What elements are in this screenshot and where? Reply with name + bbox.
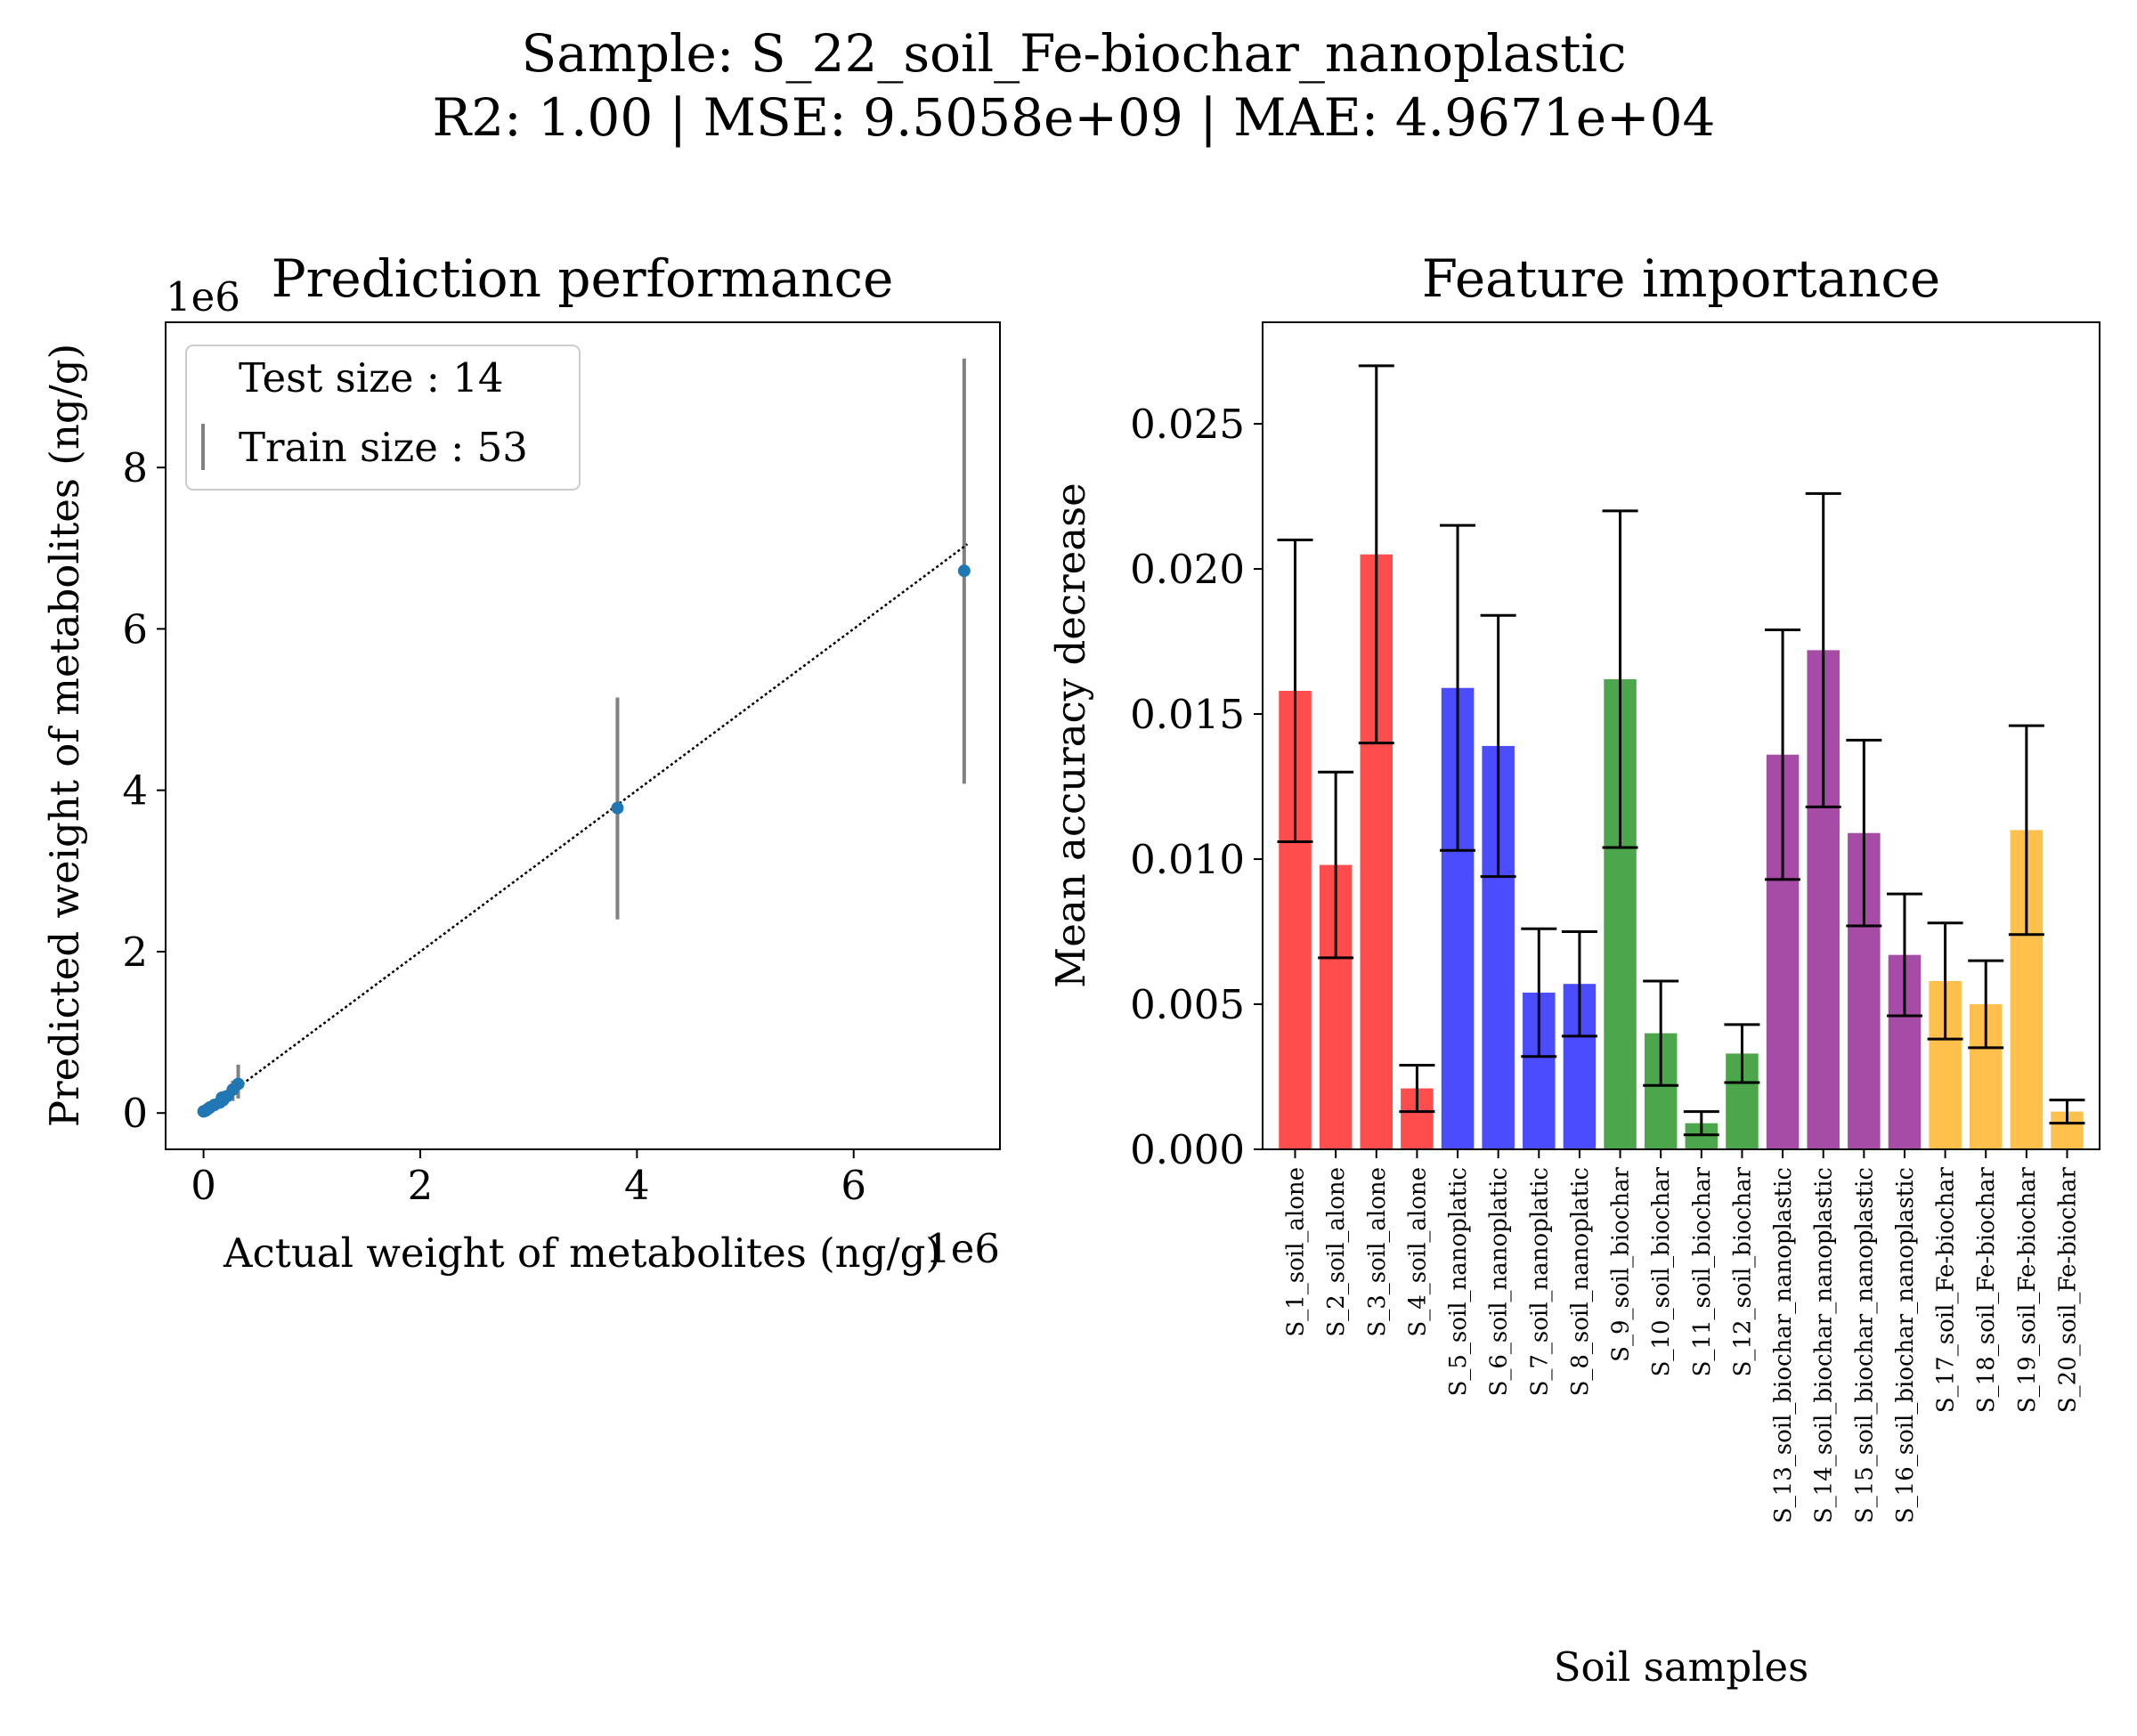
legend-box [185, 345, 581, 491]
right-axis-ticks: 0.000 0.005 0.010 0.015 0.020 0.025 S_1_soil_a… [1130, 401, 2081, 1523]
left-x-tick-label: 6 [841, 1162, 866, 1209]
right-x-category-label: S_8_soil_nanoplatic [1567, 1167, 1594, 1396]
left-axis-ticks: 0 2 4 6 0 2 4 6 8 [122, 444, 866, 1209]
right-y-tick-label: 0.005 [1130, 981, 1245, 1028]
left-y-tick-label: 8 [122, 444, 148, 491]
prediction-point [611, 801, 624, 815]
right-x-category-label: S_4_soil_alone [1404, 1167, 1431, 1337]
feature-errorbar [1927, 921, 1963, 1041]
legend-entry-test-size: Test size : 14 [239, 354, 504, 402]
feature-errorbar [2049, 1099, 2085, 1125]
left-y-tick-label: 0 [122, 1090, 148, 1137]
right-x-category-label: S_13_soil_biochar_nanoplastic [1770, 1167, 1797, 1523]
left-x-tick-label: 4 [624, 1162, 650, 1209]
figure-title-line2: R2: 1.00 | MSE: 9.5058e+09 | MAE: 4.9671… [433, 87, 1716, 148]
right-x-category-label: S_1_soil_alone [1283, 1167, 1310, 1337]
left-panel-title: Prediction performance [272, 248, 894, 309]
prediction-performance-panel: Prediction performance 1e6 1e6 Actual we… [41, 248, 1001, 1277]
feature-errorbar [1358, 364, 1394, 745]
left-y-offset-label: 1e6 [166, 273, 240, 320]
right-x-category-label: S_5_soil_nanoplatic [1445, 1167, 1472, 1396]
left-x-tick-label: 0 [191, 1162, 216, 1209]
left-axes-frame [165, 321, 1001, 1150]
left-y-axis-label: Predicted weight of metabolites (ng/g) [41, 344, 88, 1127]
identity-line [202, 543, 969, 1115]
legend-entry-train-size: Train size : 53 [239, 424, 528, 471]
left-plot-area [197, 358, 971, 1118]
right-y-tick-label: 0.015 [1130, 691, 1245, 738]
feature-errorbar [1724, 1023, 1760, 1084]
right-x-axis-label: Soil samples [1554, 1643, 1809, 1691]
right-x-category-label: S_6_soil_nanoplatic [1486, 1167, 1513, 1396]
right-x-category-label: S_12_soil_biochar [1729, 1166, 1756, 1376]
right-x-category-label: S_18_soil_Fe-biochar [1973, 1166, 2000, 1413]
right-x-category-label: S_15_soil_biochar_nanoplastic [1851, 1167, 1878, 1523]
right-y-tick-label: 0.020 [1130, 546, 1245, 593]
right-x-category-label: S_16_soil_biochar_nanoplastic [1892, 1167, 1919, 1523]
left-y-tick-label: 4 [122, 767, 148, 815]
feature-errorbar [1968, 959, 2004, 1050]
feature-errorbar [1480, 613, 1516, 879]
right-y-tick-label: 0.025 [1130, 401, 1245, 448]
right-y-tick-label: 0.000 [1130, 1126, 1245, 1173]
right-y-axis-label: Mean accuracy decrease [1047, 483, 1094, 988]
feature-errorbar [1561, 930, 1597, 1038]
right-x-category-label: S_11_soil_biochar [1689, 1166, 1716, 1376]
right-x-category-label: S_17_soil_Fe-biochar [1933, 1166, 1960, 1413]
right-y-tick-label: 0.010 [1130, 836, 1245, 883]
right-x-category-label: S_2_soil_alone [1323, 1167, 1350, 1337]
left-x-tick-label: 2 [408, 1162, 434, 1209]
feature-errorbar [1765, 629, 1801, 881]
right-x-category-label: S_19_soil_Fe-biochar [2014, 1166, 2041, 1413]
right-plot-area [1277, 364, 2085, 1149]
right-x-category-label: S_7_soil_nanoplatic [1526, 1167, 1553, 1396]
prediction-point [232, 1077, 245, 1091]
figure-title-line1: Sample: S_22_soil_Fe-biochar_nanoplastic [522, 23, 1627, 84]
right-x-category-label: S_9_soil_biochar [1608, 1166, 1635, 1361]
right-panel-title: Feature importance [1422, 248, 1941, 309]
left-y-tick-label: 6 [122, 605, 148, 653]
right-x-category-label: S_20_soil_Fe-biochar [2054, 1166, 2081, 1413]
feature-errorbar [1846, 738, 1882, 928]
left-x-offset-label: 1e6 [925, 1225, 1000, 1272]
right-x-category-label: S_3_soil_alone [1364, 1167, 1391, 1337]
left-x-axis-label: Actual weight of metabolites (ng/g) [223, 1229, 941, 1277]
feature-errorbar [1886, 892, 1922, 1018]
right-x-category-label: S_14_soil_biochar_nanoplastic [1811, 1167, 1838, 1523]
feature-errorbar [1521, 927, 1557, 1059]
feature-errorbar [1440, 523, 1476, 852]
prediction-point [957, 564, 971, 578]
left-legend: Test size : 14 Train size : 53 [185, 345, 581, 491]
feature-errorbar [1399, 1063, 1435, 1114]
feature-errorbar [1602, 509, 1638, 849]
feature-errorbar [1277, 538, 1313, 843]
feature-errorbar [1683, 1110, 1719, 1137]
right-x-category-label: S_10_soil_biochar [1648, 1166, 1675, 1376]
left-y-tick-label: 2 [122, 929, 148, 976]
feature-errorbar [2008, 724, 2044, 937]
feature-errorbar [1318, 770, 1354, 960]
feature-errorbar [1805, 491, 1841, 808]
right-axes-frame [1262, 321, 2100, 1150]
feature-importance-panel: Feature importance 0.0000.0050.0100.0150… [1047, 248, 2100, 1691]
feature-errorbar [1643, 979, 1679, 1087]
